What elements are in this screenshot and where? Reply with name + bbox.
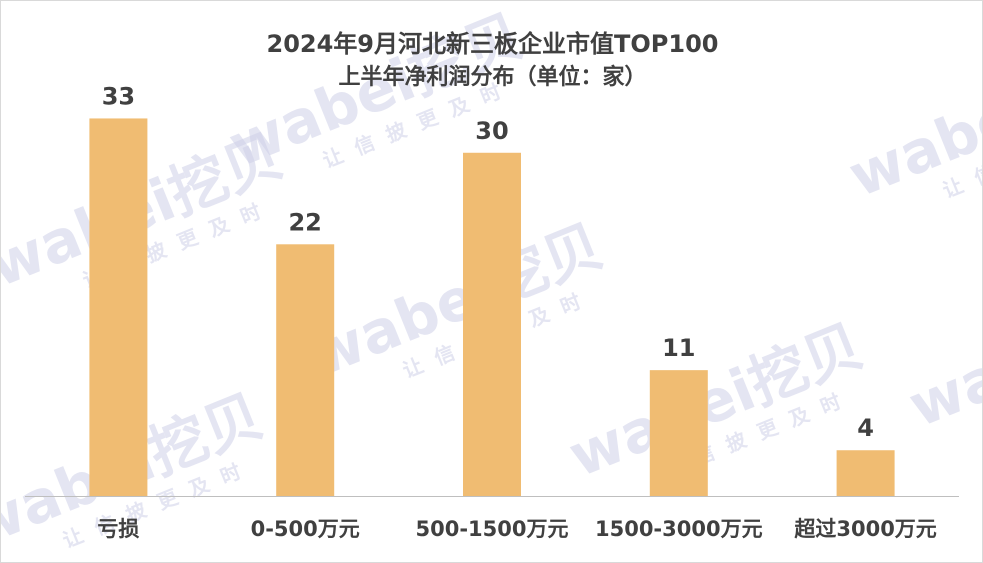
bar-1 (276, 244, 335, 496)
chart-title: 2024年9月河北新三板企业市值TOP100 (266, 30, 719, 58)
bar-0 (89, 118, 148, 497)
category-label-3: 1500-3000万元 (595, 517, 763, 541)
bar-3 (649, 370, 708, 496)
data-label-4: 4 (857, 414, 874, 442)
data-label-3: 11 (662, 334, 695, 362)
category-label-4: 超过3000万元 (794, 517, 936, 541)
data-label-2: 30 (475, 117, 508, 145)
category-label-1: 0-500万元 (251, 517, 360, 541)
bar-2 (463, 152, 521, 496)
category-label-0: 亏损 (97, 517, 139, 541)
data-label-1: 22 (288, 208, 321, 236)
category-label-2: 500-1500万元 (416, 517, 569, 541)
chart-subtitle: 上半年净利润分布（单位：家） (338, 65, 647, 90)
bar-4 (836, 450, 895, 496)
data-label-0: 33 (102, 82, 135, 110)
